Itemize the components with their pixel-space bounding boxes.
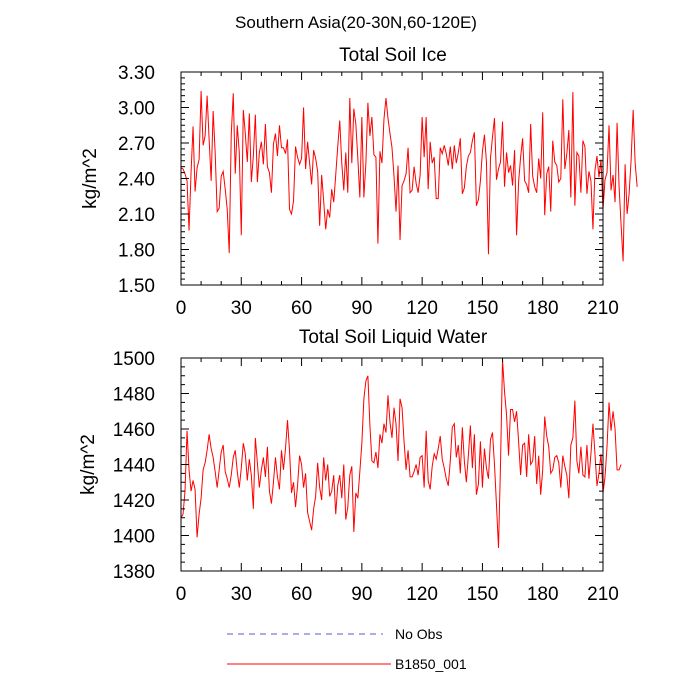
soil-ice-xtick-label: 120 [406,298,438,319]
soil-ice-ytick-label: 1.80 [118,241,155,262]
soil-ice-xtick-label: 90 [351,298,372,319]
soil-liquid-water-ytick-label: 1480 [113,385,155,406]
soil-ice-ytick-label: 3.30 [118,63,155,84]
soil-ice-xtick-label: 180 [527,298,559,319]
soil-liquid-water-series-line [180,359,622,548]
soil-liquid-water-xtick-label: 0 [176,584,187,605]
soil-liquid-water-xtick-label: 90 [351,584,372,605]
soil-liquid-water-ytick-label: 1420 [113,491,155,512]
soil-liquid-water-ytick-label: 1380 [113,562,155,583]
soil-ice-xtick-label: 210 [587,298,619,319]
soil-ice-ytick-label: 2.10 [118,205,155,226]
soil-liquid-water-ytick-label: 1400 [113,527,155,548]
legend-label-no-obs: No Obs [395,626,442,642]
soil-liquid-water-xtick-label: 180 [527,584,559,605]
soil-liquid-water-xtick-label: 30 [231,584,252,605]
soil-liquid-water-axes-frame [180,357,604,572]
suptitle: Southern Asia(20-30N,60-120E) [235,13,477,32]
soil-ice-ylabel: kg/m^2 [80,148,101,209]
soil-ice-ytick-label: 2.40 [118,170,155,191]
soil-ice-xtick-label: 150 [467,298,499,319]
soil-ice-xtick-label: 60 [291,298,312,319]
soil-ice-title: Total Soil Ice [339,45,447,66]
legend: No Obs B1850_001 [227,626,467,672]
soil-liquid-water-title: Total Soil Liquid Water [299,327,488,348]
soil-liquid-water-ytick-label: 1440 [113,456,155,477]
soil-ice-xtick-label: 30 [231,298,252,319]
soil-liquid-water-xtick-label: 150 [467,584,499,605]
soil-ice-ytick-label: 2.70 [118,134,155,155]
soil-ice-axes-frame [180,71,604,286]
soil-ice-xtick-label: 0 [176,298,187,319]
soil-ice-series-line [180,90,638,262]
soil-liquid-water-ytick-label: 1460 [113,420,155,441]
panel-soil-liquid-water: Total Soil Liquid Water kg/m^2 0 30 60 90 120 1… [78,327,622,605]
panel-soil-ice: Total Soil Ice kg/m^2 0 30 60 90 120 150 180 210 1… [80,45,638,319]
soil-liquid-water-ytick-label: 1500 [113,349,155,370]
soil-liquid-water-xtick-label: 60 [291,584,312,605]
soil-liquid-water-xtick-label: 210 [587,584,619,605]
soil-liquid-water-ylabel: kg/m^2 [78,434,99,495]
soil-ice-ytick-label: 3.00 [118,99,155,120]
legend-label-b1850: B1850_001 [395,656,467,672]
soil-ice-ytick-label: 1.50 [118,276,155,297]
soil-liquid-water-xtick-label: 120 [406,584,438,605]
